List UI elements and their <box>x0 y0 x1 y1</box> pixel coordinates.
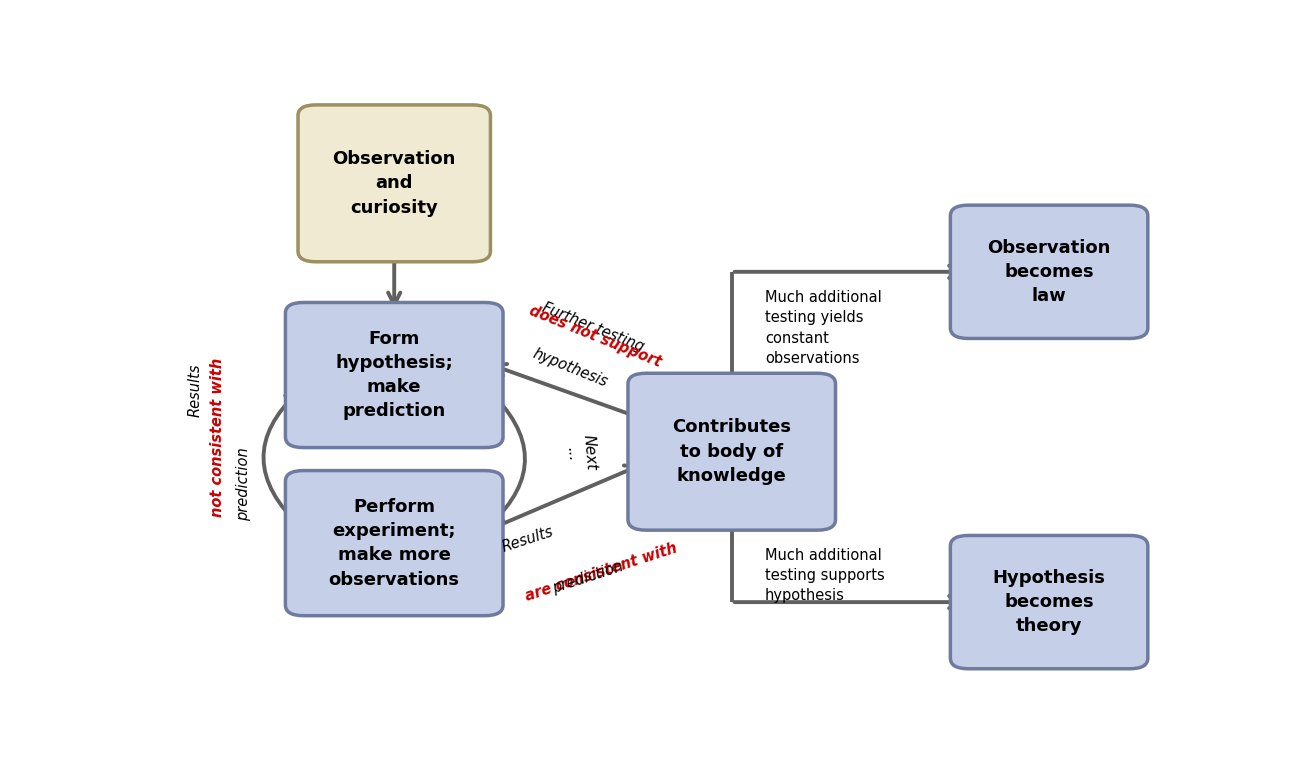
Text: Further testing: Further testing <box>541 300 646 355</box>
FancyBboxPatch shape <box>628 373 836 530</box>
FancyBboxPatch shape <box>286 303 503 447</box>
FancyBboxPatch shape <box>950 205 1148 339</box>
Text: Form
hypothesis;
make
prediction: Form hypothesis; make prediction <box>335 329 454 421</box>
Text: prediction: prediction <box>235 447 251 521</box>
FancyBboxPatch shape <box>286 470 503 616</box>
Text: prediction: prediction <box>550 559 625 596</box>
Text: Observation
becomes
law: Observation becomes law <box>988 238 1110 305</box>
Text: Much additional
testing yields
constant
observations: Much additional testing yields constant … <box>764 290 881 366</box>
FancyBboxPatch shape <box>298 105 490 262</box>
Text: Contributes
to body of
knowledge: Contributes to body of knowledge <box>672 418 792 485</box>
Text: Much additional
testing supports
hypothesis: Much additional testing supports hypothe… <box>764 548 885 604</box>
Text: Results: Results <box>500 524 555 555</box>
Text: Hypothesis
becomes
theory: Hypothesis becomes theory <box>993 569 1105 636</box>
FancyBboxPatch shape <box>950 535 1148 669</box>
Text: Observation
and
curiosity: Observation and curiosity <box>333 150 456 217</box>
Text: Next
...: Next ... <box>563 434 598 472</box>
Text: Perform
experiment;
make more
observations: Perform experiment; make more observatio… <box>329 498 460 588</box>
Text: are consistent with: are consistent with <box>523 540 679 604</box>
Text: does not support: does not support <box>528 303 664 370</box>
Text: not consistent with: not consistent with <box>211 358 225 516</box>
Text: hypothesis: hypothesis <box>530 346 610 390</box>
Text: Results: Results <box>187 363 203 417</box>
